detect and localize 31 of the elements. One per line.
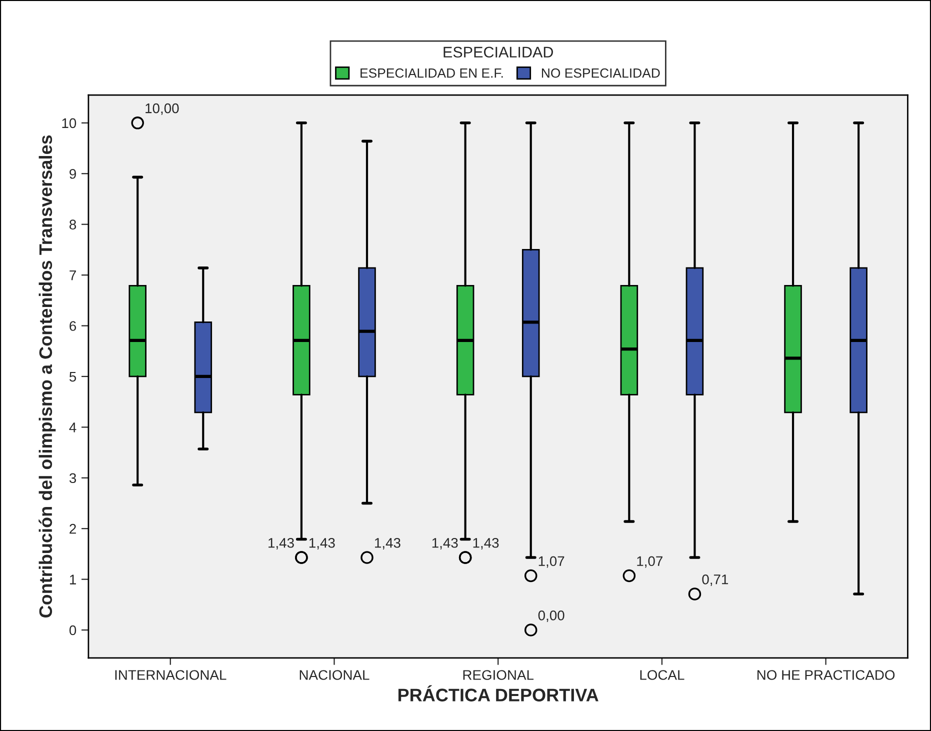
y-tick-label: 3: [69, 473, 76, 484]
x-axis-title: PRÁCTICA DEPORTIVA: [398, 685, 598, 702]
x-tick-label: LOCAL: [640, 670, 684, 680]
x-tick-label: REGIONAL: [463, 670, 534, 680]
y-tick-label: 7: [70, 270, 76, 280]
x-tick-label: NACIONAL: [300, 670, 370, 680]
annotation: 1,07: [538, 556, 564, 568]
annotation: 1,43: [375, 538, 400, 550]
y-tick-label: 2: [70, 524, 76, 534]
y-tick-label: 10: [62, 118, 76, 128]
y-axis-title: Contribución del olimpismo a Contenidos Transversales: [38, 135, 56, 618]
x-tick-label: INTERNACIONAL: [115, 670, 226, 680]
y-tick-label: 5: [69, 372, 76, 382]
y-tick-label: 6: [70, 321, 76, 331]
y-tick-label: 9: [70, 168, 76, 179]
y-tick-label: 8: [70, 220, 76, 230]
annotation: 1,43: [268, 538, 294, 550]
legend-label: ESPECIALIDAD EN E.F.: [360, 68, 503, 78]
y-tick-label: 4: [69, 422, 76, 432]
legend-title: ESPECIALIDAD: [444, 46, 553, 58]
annotation: 1,43: [473, 538, 499, 550]
annotation: 1,43: [432, 538, 458, 550]
annotation: 10,00: [146, 103, 179, 115]
annotation: 1,07: [637, 556, 662, 568]
annotation: 1,43: [309, 538, 335, 550]
annotation: 0,71: [702, 574, 728, 586]
y-tick-label: 0: [69, 625, 76, 636]
annotation: 0,00: [538, 610, 564, 622]
y-tick-label: 1: [70, 574, 76, 584]
x-tick-label: NO HE PRACTICADO: [757, 670, 895, 680]
legend-label: NO ESPECIALIDAD: [542, 68, 660, 78]
